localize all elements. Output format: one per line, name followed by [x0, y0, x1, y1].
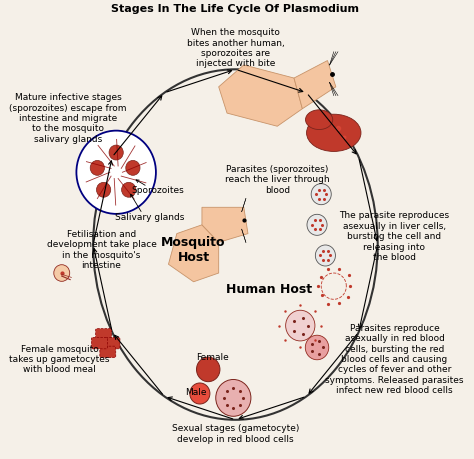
Text: Human Host: Human Host: [226, 282, 312, 295]
Circle shape: [307, 215, 327, 236]
FancyBboxPatch shape: [91, 338, 108, 349]
Circle shape: [197, 358, 220, 382]
Circle shape: [109, 146, 123, 161]
Text: Salivary glands: Salivary glands: [115, 212, 184, 221]
FancyBboxPatch shape: [104, 338, 120, 349]
Polygon shape: [219, 66, 302, 127]
Circle shape: [190, 383, 210, 404]
Circle shape: [216, 380, 251, 416]
FancyBboxPatch shape: [96, 329, 111, 340]
Ellipse shape: [306, 111, 333, 130]
Text: Sexual stages (gametocyte)
develop in red blood cells: Sexual stages (gametocyte) develop in re…: [172, 423, 299, 442]
Circle shape: [311, 184, 331, 205]
Circle shape: [90, 161, 104, 176]
Polygon shape: [294, 62, 336, 110]
Circle shape: [76, 131, 156, 214]
Text: Sporozoites: Sporozoites: [132, 186, 184, 195]
Text: Parasites (sporozoites)
reach the liver through
blood: Parasites (sporozoites) reach the liver …: [225, 165, 329, 194]
Title: Stages In The Life Cycle Of Plasmodium: Stages In The Life Cycle Of Plasmodium: [111, 4, 359, 14]
Circle shape: [122, 183, 136, 198]
Circle shape: [126, 161, 140, 176]
Text: Female: Female: [196, 352, 229, 361]
Text: Mature infective stages
(sporozoites) escape from
intestine and migrate
to the m: Mature infective stages (sporozoites) es…: [9, 93, 127, 144]
Circle shape: [97, 183, 111, 198]
Text: Mosquito
Host: Mosquito Host: [161, 235, 226, 263]
Circle shape: [54, 265, 70, 282]
Text: Male: Male: [185, 387, 206, 396]
Text: The parasite reproduces
asexually in liver cells,
bursting the cell and
releasin: The parasite reproduces asexually in liv…: [339, 211, 449, 262]
Text: Fetilisation and
development take place
in the mosquito's
intestine: Fetilisation and development take place …: [46, 230, 156, 269]
Polygon shape: [202, 208, 248, 243]
Polygon shape: [168, 225, 219, 282]
Ellipse shape: [307, 115, 361, 152]
Text: Female mosquito
takes up gametocytes
with blood meal: Female mosquito takes up gametocytes wit…: [9, 344, 110, 374]
Text: When the mosquito
bites another human,
sporozoites are
injected with bite: When the mosquito bites another human, s…: [187, 28, 284, 68]
Text: Parasites reproduce
asexually in red blood
cells, bursting the red
blood cells a: Parasites reproduce asexually in red blo…: [325, 323, 464, 394]
Circle shape: [305, 336, 329, 360]
FancyBboxPatch shape: [100, 347, 116, 358]
Circle shape: [315, 246, 336, 266]
Circle shape: [286, 311, 315, 341]
